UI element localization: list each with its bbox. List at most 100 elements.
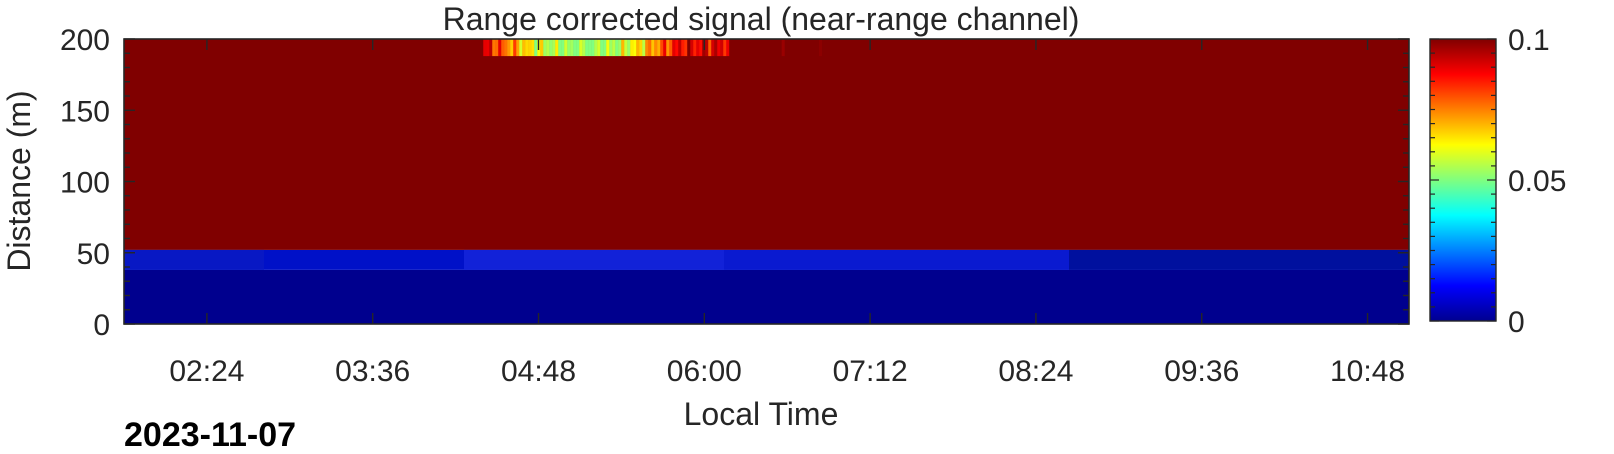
feature-strip-0-42 xyxy=(609,39,613,57)
feature-strip-0-4 xyxy=(495,39,499,57)
feature-strip-0-27 xyxy=(564,39,568,57)
y-tick-label: 150 xyxy=(60,95,110,128)
feature-strip-0-45 xyxy=(618,39,622,57)
feature-strip-0-72 xyxy=(699,39,703,57)
heat-texture-3 xyxy=(1069,249,1409,270)
feature-strip-0-81 xyxy=(726,39,730,57)
x-axis-ticks: 02:24 03:36 04:48 06:00 07:12 08:24 09:36 10:48 xyxy=(169,39,1405,388)
feature-strip-0-51 xyxy=(636,39,640,57)
feature-strip-0-46 xyxy=(621,39,625,57)
feature-strip-0-77 xyxy=(714,39,718,57)
feature-strip-0-58 xyxy=(657,39,661,57)
heat-region-0 xyxy=(124,269,1409,324)
feature-strip-0-31 xyxy=(576,39,580,57)
x-tick-label: 06:00 xyxy=(667,355,742,388)
heatmap-area xyxy=(124,39,1409,324)
x-tick-label: 08:24 xyxy=(998,355,1073,388)
feature-strip-0-76 xyxy=(711,39,715,57)
heat-texture-1 xyxy=(464,249,724,270)
feature-strip-0-33 xyxy=(582,39,586,57)
feature-strip-0-53 xyxy=(642,39,646,57)
colorbar-tick-label: 0 xyxy=(1508,306,1525,339)
feature-trail-1 xyxy=(819,39,823,57)
feature-strip-0-25 xyxy=(558,39,562,57)
colorbar-tick-label: 0.05 xyxy=(1508,165,1566,198)
colorbar-ticks: 0 0.05 0.1 xyxy=(1430,24,1566,339)
x-tick-label: 09:36 xyxy=(1164,355,1239,388)
feature-strip-0-20 xyxy=(543,39,547,57)
feature-strip-0-78 xyxy=(717,39,721,57)
feature-strip-0-50 xyxy=(633,39,637,57)
feature-strip-0-44 xyxy=(615,39,619,57)
y-axis-label: Distance (m) xyxy=(1,90,37,271)
x-tick-label: 10:48 xyxy=(1330,355,1405,388)
feature-strip-0-48 xyxy=(627,39,631,57)
feature-strip-0-0 xyxy=(483,39,487,57)
feature-strip-0-74 xyxy=(705,39,709,57)
y-tick-label: 100 xyxy=(60,167,110,200)
feature-strip-0-64 xyxy=(675,39,679,57)
feature-strip-0-55 xyxy=(648,39,652,57)
x-axis-label: Local Time xyxy=(684,396,839,432)
feature-strip-0-63 xyxy=(672,39,676,57)
x-tick-label: 04:48 xyxy=(501,355,576,388)
colorbar xyxy=(1429,38,1497,322)
feature-strip-0-71 xyxy=(696,39,700,57)
feature-strip-0-6 xyxy=(501,39,505,57)
feature-strip-0-3 xyxy=(492,39,496,57)
feature-strip-0-75 xyxy=(708,39,712,57)
feature-strip-0-57 xyxy=(654,39,658,57)
x-tick-label: 03:36 xyxy=(335,355,410,388)
y-tick-label: 200 xyxy=(60,24,110,57)
feature-strip-0-37 xyxy=(594,39,598,57)
feature-strip-0-43 xyxy=(612,39,616,57)
feature-strip-0-26 xyxy=(561,39,565,57)
feature-strip-0-38 xyxy=(597,39,601,57)
feature-strip-0-21 xyxy=(546,39,550,57)
feature-strip-0-35 xyxy=(588,39,592,57)
feature-strip-0-10 xyxy=(513,39,517,57)
feature-strip-0-22 xyxy=(549,39,553,57)
feature-strip-0-28 xyxy=(567,39,571,57)
feature-strip-0-8 xyxy=(507,39,511,57)
feature-strip-0-59 xyxy=(660,39,664,57)
feature-strip-0-15 xyxy=(528,39,532,57)
heat-region-2 xyxy=(124,39,1409,250)
feature-strip-0-19 xyxy=(540,39,544,57)
feature-strip-0-36 xyxy=(591,39,595,57)
feature-strip-0-69 xyxy=(690,39,694,57)
feature-strip-0-1 xyxy=(486,39,490,57)
heat-texture-2 xyxy=(724,249,1069,270)
y-tick-label: 0 xyxy=(93,309,110,342)
feature-strip-0-14 xyxy=(525,39,529,57)
feature-strip-0-49 xyxy=(630,39,634,57)
feature-strip-0-23 xyxy=(552,39,556,57)
feature-strip-0-2 xyxy=(489,39,493,57)
date-label: 2023-11-07 xyxy=(124,416,297,454)
signal-feature xyxy=(483,39,823,57)
feature-strip-0-65 xyxy=(678,39,682,57)
feature-strip-0-79 xyxy=(720,39,724,57)
feature-strip-0-41 xyxy=(606,39,610,57)
feature-strip-0-82 xyxy=(729,39,733,57)
feature-strip-0-56 xyxy=(651,39,655,57)
feature-strip-0-68 xyxy=(687,39,691,57)
feature-strip-0-66 xyxy=(681,39,685,57)
feature-strip-0-80 xyxy=(723,39,727,57)
feature-strip-0-32 xyxy=(579,39,583,57)
feature-strip-0-5 xyxy=(498,39,502,57)
feature-strip-0-13 xyxy=(522,39,526,57)
heat-texture-0 xyxy=(124,249,264,270)
feature-strip-0-61 xyxy=(666,39,670,57)
feature-strip-0-11 xyxy=(516,39,520,57)
feature-strip-0-34 xyxy=(585,39,589,57)
feature-strip-0-16 xyxy=(531,39,535,57)
feature-strip-0-62 xyxy=(669,39,673,57)
x-tick-label: 02:24 xyxy=(169,355,244,388)
feature-strip-0-40 xyxy=(603,39,607,57)
feature-strip-0-52 xyxy=(639,39,643,57)
y-axis-ticks: 0 50 100 150 200 xyxy=(60,24,1409,342)
feature-strip-0-24 xyxy=(555,39,559,57)
y-tick-label: 50 xyxy=(77,238,110,271)
